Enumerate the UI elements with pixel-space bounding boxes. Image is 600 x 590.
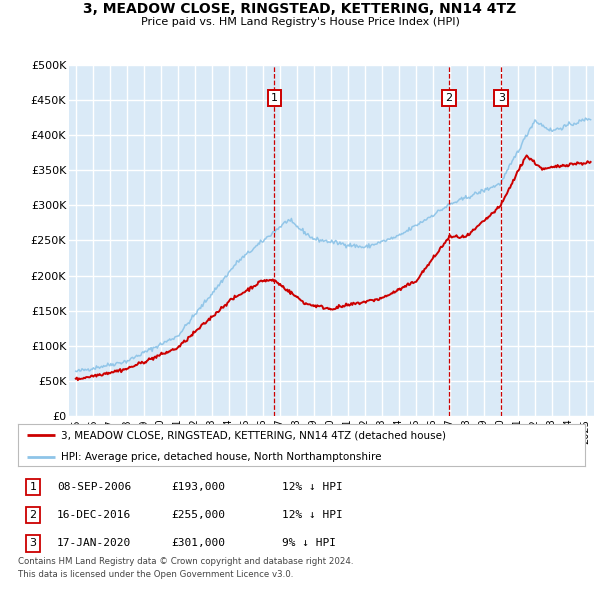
Text: 2: 2 (445, 93, 452, 103)
Text: 17-JAN-2020: 17-JAN-2020 (57, 539, 131, 548)
Text: This data is licensed under the Open Government Licence v3.0.: This data is licensed under the Open Gov… (18, 571, 293, 579)
Text: 3, MEADOW CLOSE, RINGSTEAD, KETTERING, NN14 4TZ (detached house): 3, MEADOW CLOSE, RINGSTEAD, KETTERING, N… (61, 430, 446, 440)
Text: 1: 1 (29, 482, 37, 491)
Text: 12% ↓ HPI: 12% ↓ HPI (282, 482, 343, 491)
Text: 08-SEP-2006: 08-SEP-2006 (57, 482, 131, 491)
Text: 2: 2 (29, 510, 37, 520)
Text: 3, MEADOW CLOSE, RINGSTEAD, KETTERING, NN14 4TZ: 3, MEADOW CLOSE, RINGSTEAD, KETTERING, N… (83, 2, 517, 16)
Text: HPI: Average price, detached house, North Northamptonshire: HPI: Average price, detached house, Nort… (61, 452, 381, 462)
Text: £301,000: £301,000 (171, 539, 225, 548)
Text: Contains HM Land Registry data © Crown copyright and database right 2024.: Contains HM Land Registry data © Crown c… (18, 558, 353, 566)
Text: 3: 3 (498, 93, 505, 103)
Text: 16-DEC-2016: 16-DEC-2016 (57, 510, 131, 520)
Text: £255,000: £255,000 (171, 510, 225, 520)
Text: 12% ↓ HPI: 12% ↓ HPI (282, 510, 343, 520)
Text: 3: 3 (29, 539, 37, 548)
Text: £193,000: £193,000 (171, 482, 225, 491)
Text: 1: 1 (271, 93, 278, 103)
Text: Price paid vs. HM Land Registry's House Price Index (HPI): Price paid vs. HM Land Registry's House … (140, 17, 460, 27)
Text: 9% ↓ HPI: 9% ↓ HPI (282, 539, 336, 548)
